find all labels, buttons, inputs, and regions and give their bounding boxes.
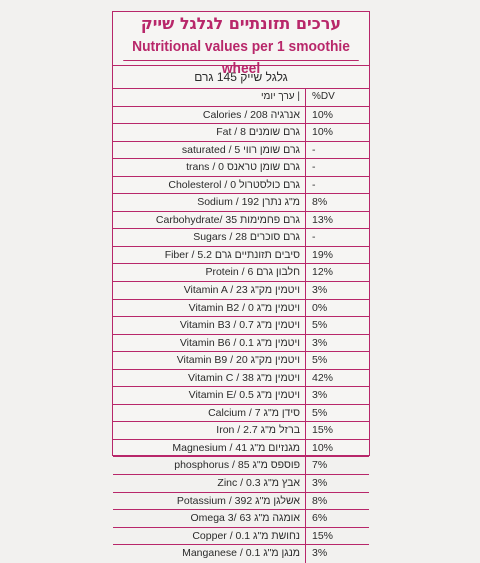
nutrient-row: Protein / 6 חלבון גרם 12% — [113, 264, 369, 283]
nutrient-dv: 12% — [312, 266, 334, 279]
nutrient-name: Magnesium / 41 מגנזיום מ"ג — [113, 439, 306, 457]
nutrient-name: Calories / 208 אנרגיה — [113, 106, 306, 124]
nutrient-name: Copper / 0.1 נחושת מ"ג — [113, 527, 306, 545]
nutrient-rows: Calories / 208 אנרגיה 10% Fat / 8 גרם שומנ… — [113, 106, 369, 563]
nutrient-name: Sodium / 192 מ"ג נתרן — [113, 194, 306, 211]
nutrient-name: Fat / 8 גרם שומנים — [113, 124, 306, 141]
nutrient-dv: 5% — [312, 354, 328, 367]
nutrient-row: Vitamin B2 / 0 ויטמין מ"ג 0% — [113, 299, 369, 318]
nutrient-row: saturated / 5 גרם שומן רווי - — [113, 141, 369, 160]
nutrient-name: Manganese / 0.1 מנגן מ"ג — [113, 545, 306, 563]
nutrient-row: Iron / 2.7 ברזל מ"ג 15% — [113, 422, 369, 440]
nutrient-row: Calories / 208 אנרגיה 10% — [113, 106, 369, 125]
nutrient-dv: 3% — [312, 477, 328, 490]
nutrient-dv: 15% — [312, 424, 334, 437]
nutrient-name: Vitamin B9 / 20 ויטמין מק"ג — [113, 352, 306, 369]
nutrient-row: Zinc / 0.3 אבץ מ"ג 3% — [113, 475, 369, 493]
nutrient-name: saturated / 5 גרם שומן רווי — [113, 141, 306, 159]
nutrient-name: Iron / 2.7 ברזל מ"ג — [113, 422, 306, 439]
nutrient-name: Zinc / 0.3 אבץ מ"ג — [113, 475, 306, 492]
nutrient-dv: 13% — [312, 213, 334, 226]
dv-header: %DV — [312, 91, 335, 102]
nutrient-name: Vitamin B3 / 0.7 ויטמין מ"ג — [113, 317, 306, 334]
nutrient-row: Vitamin E/ 0.5 ויטמין מ"ג 3% — [113, 387, 369, 405]
nutrient-name: Vitamin B6 / 0.1 ויטמין מ"ג — [113, 334, 306, 352]
nutrient-dv: 8% — [312, 494, 328, 507]
nutrient-dv: 6% — [312, 512, 328, 525]
nutrient-dv: 42% — [312, 371, 334, 384]
nutrient-dv: 19% — [312, 248, 334, 261]
nutrient-row: Vitamin C / 38 ויטמין מ"ג 42% — [113, 369, 369, 388]
nutrient-dv: - — [312, 231, 316, 244]
nutrient-row: Sodium / 192 מ"ג נתרן 8% — [113, 194, 369, 212]
nutrient-row: Cholesterol / 0 גרם כולסטרול - — [113, 176, 369, 195]
nutrient-row: Calcium / 7 סידן מ"ג 5% — [113, 404, 369, 423]
nutrient-row: Manganese / 0.1 מנגן מ"ג 3% — [113, 545, 369, 563]
nutrient-name: trans / 0 גרם שומן טראנס — [113, 159, 306, 176]
nutrient-name: Vitamin C / 38 ויטמין מ"ג — [113, 369, 306, 387]
nutrient-row: Magnesium / 41 מגנזיום מ"ג 10% — [113, 439, 369, 458]
nutrient-row: Carbohydrate/ 35 גרם פחמימות 13% — [113, 211, 369, 230]
nutrient-dv: 10% — [312, 441, 334, 454]
nutrient-name: Calcium / 7 סידן מ"ג — [113, 404, 306, 422]
nutrient-row: trans / 0 גרם שומן טראנס - — [113, 159, 369, 177]
nutrient-row: Potassium / 392 אשלגן מ"ג 8% — [113, 492, 369, 511]
nutrient-dv: 15% — [312, 529, 334, 542]
nutrient-dv: 0% — [312, 301, 328, 314]
nutrient-dv: 8% — [312, 196, 328, 209]
nutrition-table: ערכים תזונתיים לגלגל שייק Nutritional va… — [112, 11, 370, 563]
nutrient-row: phosphorus / 85 פוספס מ"ג 7% — [113, 457, 369, 476]
nutrient-name: Potassium / 392 אשלגן מ"ג — [113, 492, 306, 510]
nutrient-row: Fat / 8 גרם שומנים 10% — [113, 124, 369, 142]
nutrient-row: Vitamin A / 23 ויטמין מק"ג 3% — [113, 282, 369, 300]
title-hebrew: ערכים תזונתיים לגלגל שייק — [140, 14, 342, 33]
nutrient-dv: 10% — [312, 108, 334, 121]
nutrient-name: Protein / 6 חלבון גרם — [113, 264, 306, 282]
nutrient-dv: 5% — [312, 319, 328, 332]
nutrient-name: Omega 3/ 63 אומגה מ"ג — [113, 510, 306, 527]
nutrient-row: Vitamin B9 / 20 ויטמין מק"ג 5% — [113, 352, 369, 370]
nutrient-name: Fiber / 5.2 סיבים תזונתיים גרם — [113, 246, 306, 264]
nutrient-name: Vitamin B2 / 0 ויטמין מ"ג — [113, 299, 306, 317]
nutrient-row: Vitamin B3 / 0.7 ויטמין מ"ג 5% — [113, 317, 369, 335]
nutrient-row: Sugars / 28 גרם סוכרים - — [113, 229, 369, 247]
nutrient-dv: 3% — [312, 284, 328, 297]
nutrient-dv: - — [312, 143, 316, 156]
title-english: Nutritional values per 1 smoothie wheel — [123, 36, 359, 77]
nutrient-name: Vitamin E/ 0.5 ויטמין מ"ג — [113, 387, 306, 404]
nutrient-dv: 3% — [312, 389, 328, 402]
nutrient-dv: 3% — [312, 547, 328, 560]
nutrient-row: Omega 3/ 63 אומגה מ"ג 6% — [113, 510, 369, 528]
nutrient-name: Sugars / 28 גרם סוכרים — [113, 229, 306, 246]
nutrient-dv: 10% — [312, 126, 334, 139]
nutrient-row: Copper / 0.1 נחושת מ"ג 15% — [113, 527, 369, 546]
nutrient-name: Vitamin A / 23 ויטמין מק"ג — [113, 282, 306, 299]
nutrient-dv: 3% — [312, 336, 328, 349]
nutrient-row: Vitamin B6 / 0.1 ויטמין מ"ג 3% — [113, 334, 369, 353]
nutrient-dv: 5% — [312, 406, 328, 419]
nutrient-row: Fiber / 5.2 סיבים תזונתיים גרם 19% — [113, 246, 369, 265]
nutrient-dv: 7% — [312, 459, 328, 472]
nutrient-name: phosphorus / 85 פוספס מ"ג — [113, 457, 306, 475]
divider — [113, 61, 369, 66]
column-header-row: ערך יומי | %DV — [113, 89, 369, 107]
nutrient-dv: - — [312, 161, 316, 174]
nutrient-name: Cholesterol / 0 גרם כולסטרול — [113, 176, 306, 194]
nutrient-dv: - — [312, 178, 316, 191]
serving-size: גלגל שייק 145 גרם — [113, 66, 369, 89]
daily-value-header-he: ערך יומי | — [113, 89, 306, 106]
nutrient-name: Carbohydrate/ 35 גרם פחמימות — [113, 211, 306, 229]
